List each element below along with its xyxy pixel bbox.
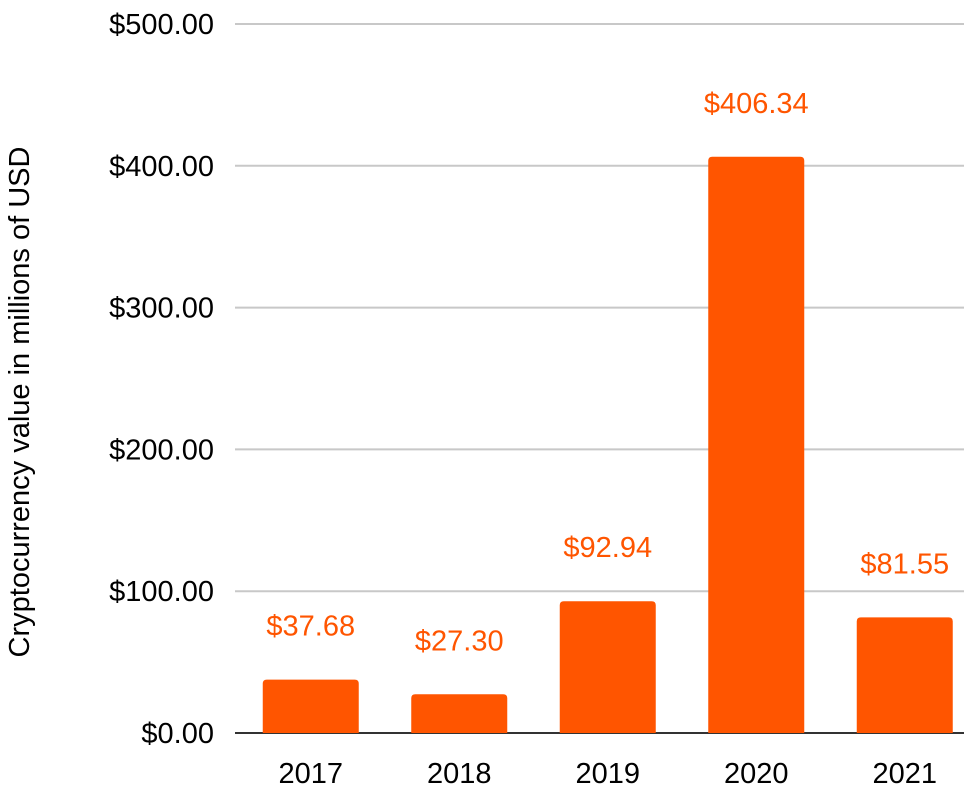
data-labels: $37.68 $27.30 $92.94 $406.34 $81.55 bbox=[266, 88, 949, 657]
y-tick-label: $200.00 bbox=[109, 434, 214, 466]
bar-2021 bbox=[856, 617, 953, 733]
data-label-2019: $92.94 bbox=[563, 532, 652, 564]
bar-2018 bbox=[411, 694, 508, 733]
data-label-2020: $406.34 bbox=[704, 88, 809, 120]
x-tick-label-2019: 2019 bbox=[575, 758, 640, 790]
y-axis-title: Cryptocurrency value in millions of USD bbox=[4, 147, 36, 658]
data-label-2021: $81.55 bbox=[860, 548, 949, 580]
y-axis-ticks: $0.00 $100.00 $200.00 $300.00 $400.00 $500.00 bbox=[109, 9, 214, 750]
bars bbox=[262, 156, 953, 733]
bar-2019 bbox=[559, 601, 656, 733]
data-label-2017: $37.68 bbox=[266, 611, 355, 643]
x-tick-label-2018: 2018 bbox=[427, 758, 492, 790]
x-tick-label-2021: 2021 bbox=[872, 758, 937, 790]
gridlines bbox=[235, 23, 964, 734]
y-tick-label: $500.00 bbox=[109, 9, 214, 41]
bar-2017 bbox=[262, 679, 359, 733]
y-tick-label: $100.00 bbox=[109, 576, 214, 608]
x-tick-label-2017: 2017 bbox=[278, 758, 343, 790]
x-axis-ticks: 2017 2018 2019 2020 2021 bbox=[278, 758, 937, 790]
x-tick-label-2020: 2020 bbox=[724, 758, 789, 790]
y-tick-label: $400.00 bbox=[109, 151, 214, 183]
y-tick-label: $0.00 bbox=[141, 718, 214, 750]
bar-2020 bbox=[708, 156, 805, 733]
y-tick-label: $300.00 bbox=[109, 293, 214, 325]
data-label-2018: $27.30 bbox=[415, 625, 504, 657]
